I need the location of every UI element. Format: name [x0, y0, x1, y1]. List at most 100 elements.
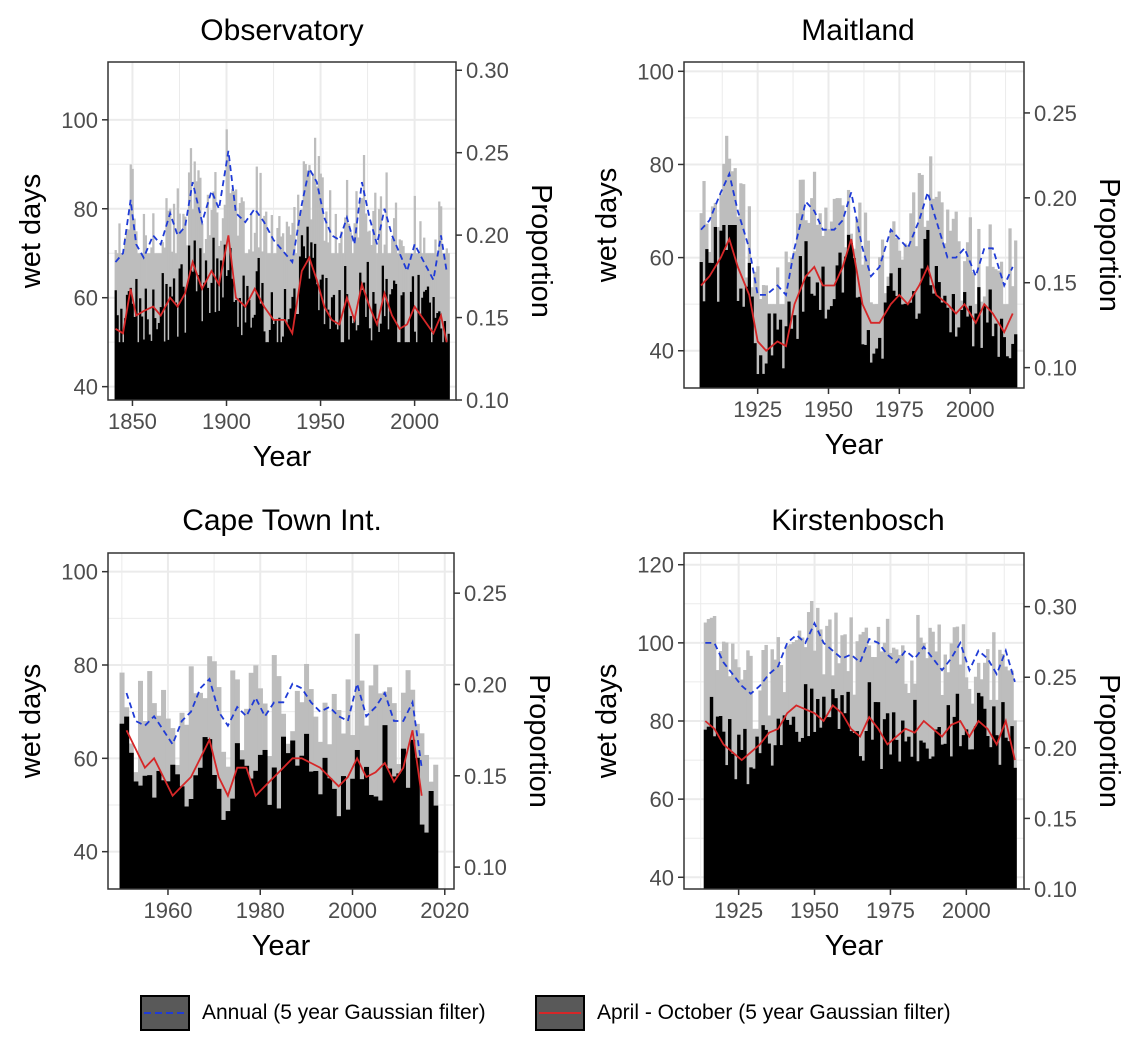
bar-april-october — [195, 291, 198, 400]
bar-annual — [323, 240, 326, 400]
bar-april-october — [191, 271, 194, 400]
chart-title: Cape Town Int. — [182, 504, 382, 537]
y-tick-label: 80 — [650, 152, 674, 177]
bar-april-october — [165, 781, 171, 889]
bar-annual — [424, 754, 430, 889]
bar-april-october — [336, 816, 342, 889]
bar-april-october — [434, 317, 437, 400]
bar-april-october — [914, 318, 919, 388]
bar-annual — [761, 285, 766, 388]
bar-april-october — [728, 719, 732, 889]
plot-border — [683, 61, 1025, 389]
bar-april-october — [236, 326, 240, 400]
bar-april-october — [787, 301, 791, 388]
bar-april-october — [790, 328, 794, 388]
bar-april-october — [389, 294, 392, 400]
bar-annual — [965, 242, 970, 388]
bar-april-october — [733, 225, 737, 388]
bar-annual — [373, 664, 379, 889]
bar-april-october — [937, 726, 941, 889]
bar-april-october — [998, 764, 1002, 889]
bar-april-october — [1010, 726, 1014, 889]
bar-annual — [954, 211, 958, 388]
bar-april-october — [807, 276, 811, 388]
bar-annual — [742, 184, 746, 388]
chart-panel-2: Maitland 40 60 80 100 0.10 0.15 0.20 0.25 1925 195… — [591, 14, 1125, 461]
bar-annual — [167, 210, 170, 400]
bar-april-october — [216, 788, 222, 889]
bar-annual — [377, 693, 383, 889]
bar-april-october — [319, 279, 322, 400]
bar-annual — [276, 227, 279, 400]
bar-april-october — [268, 329, 272, 400]
bar-annual — [1005, 304, 1009, 388]
bar-april-october — [971, 346, 975, 388]
bar-april-october — [846, 234, 851, 388]
x-tick-label: 1980 — [236, 898, 285, 923]
bar-april-october — [285, 323, 289, 400]
bar-annual — [812, 171, 817, 388]
y2-tick-label: 0.10 — [466, 388, 509, 413]
y2-axis-title: Proportion — [525, 184, 557, 318]
bar-april-october — [989, 747, 993, 889]
y-tick-label: 40 — [74, 375, 98, 400]
bar-annual — [861, 264, 865, 388]
bar-april-october — [253, 314, 257, 400]
bar-april-october — [297, 313, 300, 400]
y2-tick-label: 0.20 — [1034, 736, 1077, 761]
bar-april-october — [321, 274, 324, 400]
bar-april-october — [903, 303, 907, 388]
y-axis-title: wet days — [591, 664, 623, 779]
bar-april-october — [834, 698, 838, 889]
bar-april-october — [436, 312, 439, 400]
bar-annual — [368, 230, 371, 400]
bar-april-october — [995, 735, 999, 889]
x-tick-label: 1925 — [733, 397, 782, 422]
bar-annual — [776, 267, 780, 388]
bar-april-october — [157, 322, 161, 400]
bar-april-october — [849, 731, 853, 889]
bar-april-october — [800, 737, 805, 889]
bar-april-october — [983, 708, 987, 889]
bar-annual — [1011, 286, 1015, 388]
bar-april-october — [239, 759, 245, 889]
bar-april-october — [731, 753, 735, 889]
bar-april-october — [377, 800, 383, 889]
bar-annual — [858, 202, 862, 388]
bar-april-october — [300, 235, 304, 400]
bar-april-october — [767, 743, 771, 889]
bar-april-october — [218, 310, 221, 400]
bar-april-october — [276, 808, 282, 889]
bar-april-october — [764, 363, 768, 388]
bar-april-october — [230, 798, 236, 889]
bar-april-october — [985, 322, 989, 388]
y2-tick-label: 0.25 — [464, 581, 507, 606]
bar-annual — [739, 183, 743, 388]
bar-april-october — [824, 318, 828, 388]
bar-april-october — [858, 756, 862, 889]
bar-april-october — [242, 275, 245, 400]
bar-april-october — [1004, 737, 1008, 889]
bar-april-october — [432, 297, 435, 400]
bar-april-october — [357, 325, 360, 400]
bar-april-october — [764, 729, 768, 889]
bar-april-october — [974, 313, 978, 388]
bar-april-october — [261, 282, 264, 400]
bar-april-october — [734, 779, 738, 889]
bar-april-october — [916, 761, 920, 889]
bar-april-october — [354, 749, 360, 889]
bar-april-october — [925, 748, 929, 889]
bar-annual — [259, 172, 262, 400]
bar-april-october — [724, 765, 729, 889]
bar-april-october — [382, 725, 388, 889]
bar-april-october — [257, 257, 260, 400]
bar-april-october — [353, 317, 356, 400]
bar-annual — [980, 301, 984, 388]
bar-april-october — [383, 316, 386, 400]
bar-april-october — [137, 342, 140, 400]
bar-april-october — [221, 297, 225, 400]
bar-april-october — [405, 787, 411, 889]
bar-april-october — [946, 705, 951, 889]
bar-april-october — [958, 746, 963, 889]
bar-annual — [1008, 228, 1012, 388]
